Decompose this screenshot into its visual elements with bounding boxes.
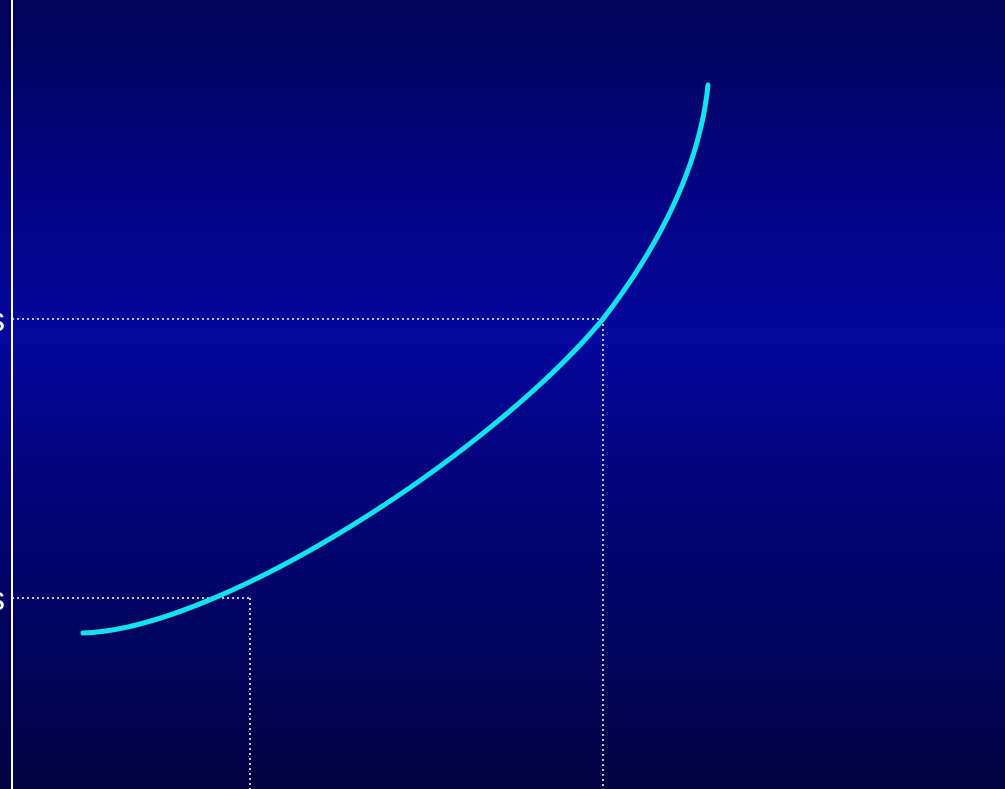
lower-axis-glyph: s xyxy=(0,580,5,618)
upper-axis-glyph: s xyxy=(0,301,5,339)
increasing-curve xyxy=(80,82,711,636)
